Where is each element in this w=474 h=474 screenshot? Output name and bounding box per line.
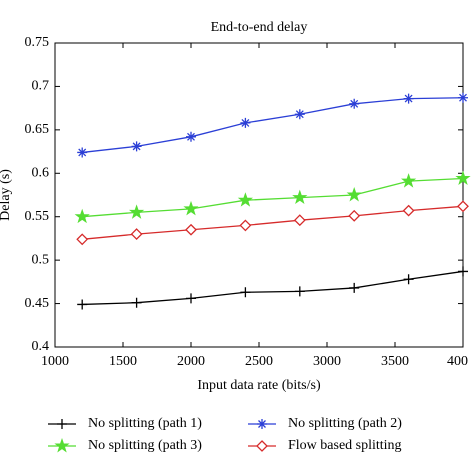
x-tick-label: 3000 — [313, 354, 341, 369]
marker — [239, 219, 252, 232]
marker — [346, 187, 362, 202]
series-line — [82, 270, 464, 306]
marker — [130, 228, 143, 241]
legend-entry: No splitting (path 2) — [248, 416, 402, 431]
x-tick-label: 1500 — [109, 354, 137, 369]
y-tick-label: 0.65 — [25, 122, 50, 137]
marker — [186, 293, 196, 304]
marker — [402, 204, 415, 217]
y-tick-label: 0.55 — [25, 209, 50, 224]
marker — [185, 223, 197, 236]
marker — [74, 208, 90, 224]
y-tick-label: 0.5 — [32, 252, 50, 267]
marker — [237, 192, 253, 207]
marker — [294, 109, 305, 120]
marker — [77, 299, 88, 310]
marker — [186, 131, 196, 142]
plot-frame — [54, 42, 464, 348]
y-tick-label: 0.4 — [32, 339, 50, 354]
series-line — [82, 177, 464, 218]
y-tick-label: 0.45 — [25, 296, 50, 311]
marker — [183, 200, 199, 216]
x-tick-label: 1000 — [41, 354, 69, 369]
chart-title: End-to-end delay — [211, 20, 308, 35]
legend-marker — [257, 419, 267, 429]
marker — [240, 287, 251, 298]
y-tick-label: 0.6 — [32, 166, 50, 181]
marker — [403, 93, 414, 104]
marker — [76, 233, 89, 246]
marker — [131, 297, 142, 308]
marker — [457, 200, 469, 213]
legend-label: No splitting (path 2) — [288, 416, 402, 431]
series-line — [82, 205, 464, 240]
legend-entry: No splitting (path 1) — [48, 416, 202, 431]
legend-marker — [57, 419, 67, 429]
marker — [455, 170, 471, 185]
marker — [349, 282, 360, 293]
series-line — [82, 97, 464, 154]
legend-label: Flow based splitting — [288, 438, 402, 453]
legend-label: No splitting (path 3) — [88, 438, 202, 453]
marker — [240, 117, 251, 128]
marker — [349, 98, 360, 109]
y-tick-label: 0.7 — [32, 79, 50, 94]
marker — [293, 214, 306, 227]
legend-marker — [54, 438, 70, 453]
x-tick-label: 2500 — [245, 354, 273, 369]
marker — [131, 141, 142, 152]
marker — [129, 204, 145, 219]
x-tick-label: 400 — [447, 354, 468, 369]
legend-entry: No splitting (path 3) — [48, 438, 202, 453]
y-axis-label: Delay (s) — [0, 169, 13, 221]
marker — [401, 173, 417, 188]
x-axis-label: Input data rate (bits/s) — [197, 378, 321, 393]
x-tick-label: 3500 — [381, 354, 409, 369]
legend-label: No splitting (path 1) — [88, 416, 202, 431]
marker — [458, 92, 468, 103]
legend-marker — [256, 440, 268, 452]
marker — [348, 209, 361, 222]
marker — [294, 286, 305, 297]
marker — [77, 147, 88, 158]
y-tick-label: 0.75 — [25, 35, 50, 50]
legend-entry: Flow based splitting — [248, 438, 402, 453]
marker — [292, 189, 308, 205]
marker — [458, 266, 468, 277]
marker — [403, 274, 414, 285]
x-tick-label: 2000 — [177, 354, 205, 369]
